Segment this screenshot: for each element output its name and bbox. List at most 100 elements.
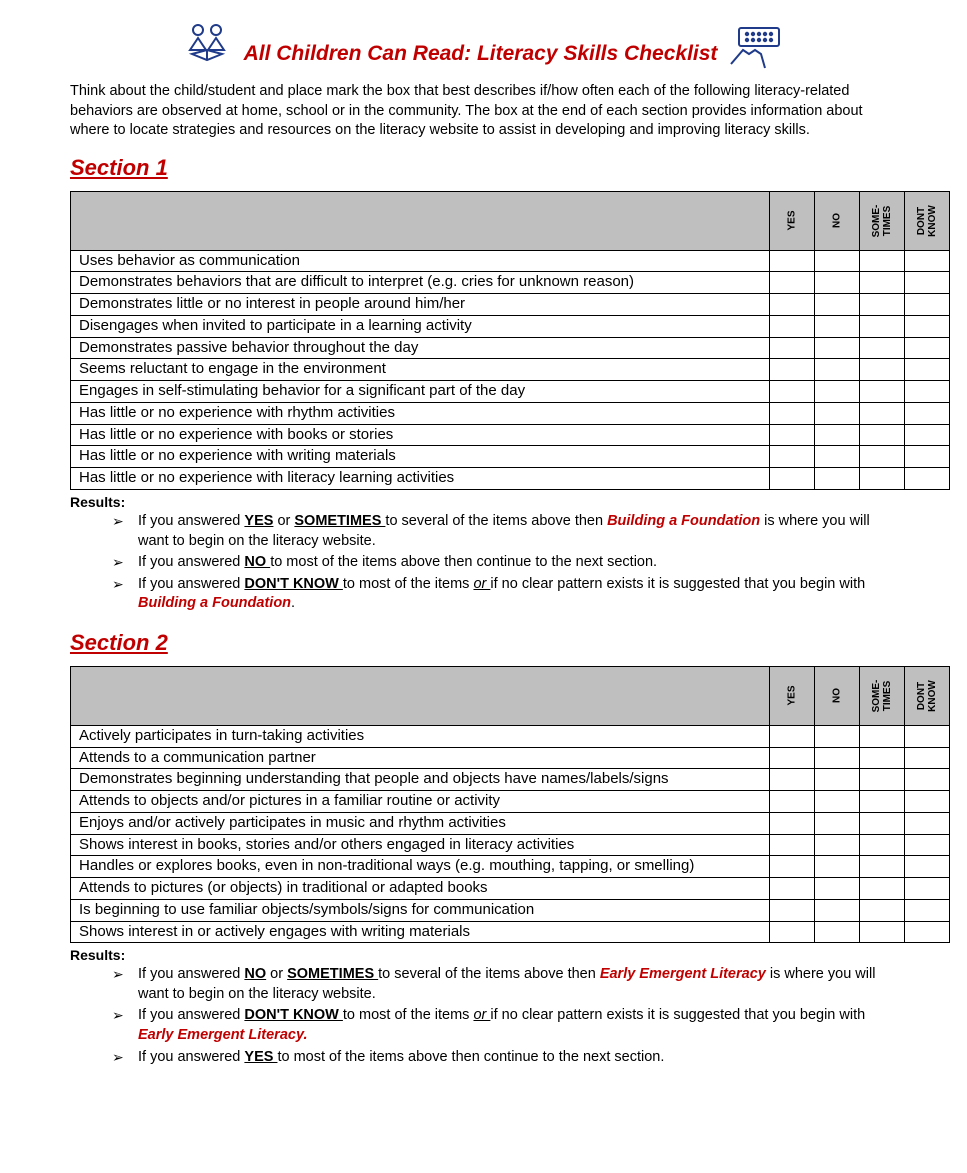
checkbox-cell[interactable] bbox=[815, 812, 860, 834]
checkbox-cell[interactable] bbox=[860, 878, 905, 900]
checkbox-cell[interactable] bbox=[770, 359, 815, 381]
checkbox-cell[interactable] bbox=[815, 791, 860, 813]
column-header-label: YES bbox=[787, 674, 798, 718]
checkbox-cell[interactable] bbox=[770, 899, 815, 921]
checkbox-cell[interactable] bbox=[770, 446, 815, 468]
checklist-item: Attends to pictures (or objects) in trad… bbox=[71, 878, 770, 900]
checkbox-cell[interactable] bbox=[860, 791, 905, 813]
checkbox-cell[interactable] bbox=[770, 834, 815, 856]
checkbox-cell[interactable] bbox=[860, 468, 905, 490]
checkbox-cell[interactable] bbox=[770, 337, 815, 359]
checkbox-cell[interactable] bbox=[905, 381, 950, 403]
checkbox-cell[interactable] bbox=[770, 250, 815, 272]
checkbox-cell[interactable] bbox=[770, 468, 815, 490]
checkbox-cell[interactable] bbox=[770, 747, 815, 769]
checkbox-cell[interactable] bbox=[905, 878, 950, 900]
checkbox-cell[interactable] bbox=[860, 747, 905, 769]
checkbox-cell[interactable] bbox=[905, 337, 950, 359]
checkbox-cell[interactable] bbox=[815, 856, 860, 878]
checkbox-cell[interactable] bbox=[815, 424, 860, 446]
checkbox-cell[interactable] bbox=[860, 337, 905, 359]
checkbox-cell[interactable] bbox=[815, 725, 860, 747]
checkbox-cell[interactable] bbox=[905, 446, 950, 468]
checkbox-cell[interactable] bbox=[815, 878, 860, 900]
checklist-item: Demonstrates little or no interest in pe… bbox=[71, 294, 770, 316]
checkbox-cell[interactable] bbox=[770, 856, 815, 878]
checkbox-cell[interactable] bbox=[860, 381, 905, 403]
checkbox-cell[interactable] bbox=[815, 747, 860, 769]
checkbox-cell[interactable] bbox=[815, 769, 860, 791]
checkbox-cell[interactable] bbox=[860, 921, 905, 943]
checkbox-cell[interactable] bbox=[860, 856, 905, 878]
column-header-label: DONTKNOW bbox=[916, 199, 938, 243]
intro-paragraph: Think about the child/student and place … bbox=[70, 82, 897, 141]
checkbox-cell[interactable] bbox=[770, 791, 815, 813]
checklist-table: YESNOSOME-TIMESDONTKNOWUses behavior as … bbox=[70, 191, 950, 490]
checkbox-cell[interactable] bbox=[860, 812, 905, 834]
checkbox-cell[interactable] bbox=[905, 359, 950, 381]
results-label: Results: bbox=[70, 947, 897, 963]
checkbox-cell[interactable] bbox=[815, 921, 860, 943]
checkbox-cell[interactable] bbox=[815, 315, 860, 337]
column-header: SOME-TIMES bbox=[860, 191, 905, 250]
checkbox-cell[interactable] bbox=[815, 337, 860, 359]
checkbox-cell[interactable] bbox=[905, 424, 950, 446]
checkbox-cell[interactable] bbox=[860, 359, 905, 381]
checkbox-cell[interactable] bbox=[905, 725, 950, 747]
checkbox-cell[interactable] bbox=[860, 272, 905, 294]
checkbox-cell[interactable] bbox=[815, 294, 860, 316]
results-list: If you answered NO or SOMETIMES to sever… bbox=[70, 965, 897, 1067]
checkbox-cell[interactable] bbox=[815, 468, 860, 490]
checkbox-cell[interactable] bbox=[815, 402, 860, 424]
checkbox-cell[interactable] bbox=[860, 424, 905, 446]
checkbox-cell[interactable] bbox=[770, 294, 815, 316]
checkbox-cell[interactable] bbox=[905, 468, 950, 490]
checkbox-cell[interactable] bbox=[905, 250, 950, 272]
checkbox-cell[interactable] bbox=[770, 921, 815, 943]
checkbox-cell[interactable] bbox=[860, 250, 905, 272]
checkbox-cell[interactable] bbox=[860, 769, 905, 791]
checkbox-cell[interactable] bbox=[770, 424, 815, 446]
checkbox-cell[interactable] bbox=[770, 812, 815, 834]
checkbox-cell[interactable] bbox=[905, 921, 950, 943]
checkbox-cell[interactable] bbox=[770, 381, 815, 403]
checkbox-cell[interactable] bbox=[815, 272, 860, 294]
checkbox-cell[interactable] bbox=[905, 747, 950, 769]
checkbox-cell[interactable] bbox=[905, 769, 950, 791]
checkbox-cell[interactable] bbox=[905, 315, 950, 337]
checkbox-cell[interactable] bbox=[815, 359, 860, 381]
checkbox-cell[interactable] bbox=[815, 446, 860, 468]
checkbox-cell[interactable] bbox=[860, 446, 905, 468]
checkbox-cell[interactable] bbox=[860, 725, 905, 747]
column-header-label: SOME-TIMES bbox=[871, 199, 893, 243]
checklist-item: Actively participates in turn-taking act… bbox=[71, 725, 770, 747]
checkbox-cell[interactable] bbox=[905, 899, 950, 921]
column-header-item bbox=[71, 666, 770, 725]
table-row: Enjoys and/or actively participates in m… bbox=[71, 812, 950, 834]
checkbox-cell[interactable] bbox=[905, 834, 950, 856]
checkbox-cell[interactable] bbox=[905, 856, 950, 878]
checkbox-cell[interactable] bbox=[815, 250, 860, 272]
checkbox-cell[interactable] bbox=[905, 402, 950, 424]
checkbox-cell[interactable] bbox=[860, 899, 905, 921]
checkbox-cell[interactable] bbox=[815, 899, 860, 921]
checkbox-cell[interactable] bbox=[770, 315, 815, 337]
checkbox-cell[interactable] bbox=[905, 294, 950, 316]
checkbox-cell[interactable] bbox=[860, 315, 905, 337]
checkbox-cell[interactable] bbox=[770, 769, 815, 791]
checkbox-cell[interactable] bbox=[770, 272, 815, 294]
checkbox-cell[interactable] bbox=[815, 381, 860, 403]
checklist-item: Seems reluctant to engage in the environ… bbox=[71, 359, 770, 381]
checkbox-cell[interactable] bbox=[905, 812, 950, 834]
checkbox-cell[interactable] bbox=[815, 834, 860, 856]
document-header: All Children Can Read: Literacy Skills C… bbox=[30, 20, 937, 70]
results-item: If you answered NO or SOMETIMES to sever… bbox=[138, 965, 897, 1004]
checkbox-cell[interactable] bbox=[770, 725, 815, 747]
checkbox-cell[interactable] bbox=[905, 791, 950, 813]
checkbox-cell[interactable] bbox=[860, 402, 905, 424]
checkbox-cell[interactable] bbox=[770, 878, 815, 900]
checkbox-cell[interactable] bbox=[770, 402, 815, 424]
checkbox-cell[interactable] bbox=[860, 834, 905, 856]
checkbox-cell[interactable] bbox=[905, 272, 950, 294]
checkbox-cell[interactable] bbox=[860, 294, 905, 316]
